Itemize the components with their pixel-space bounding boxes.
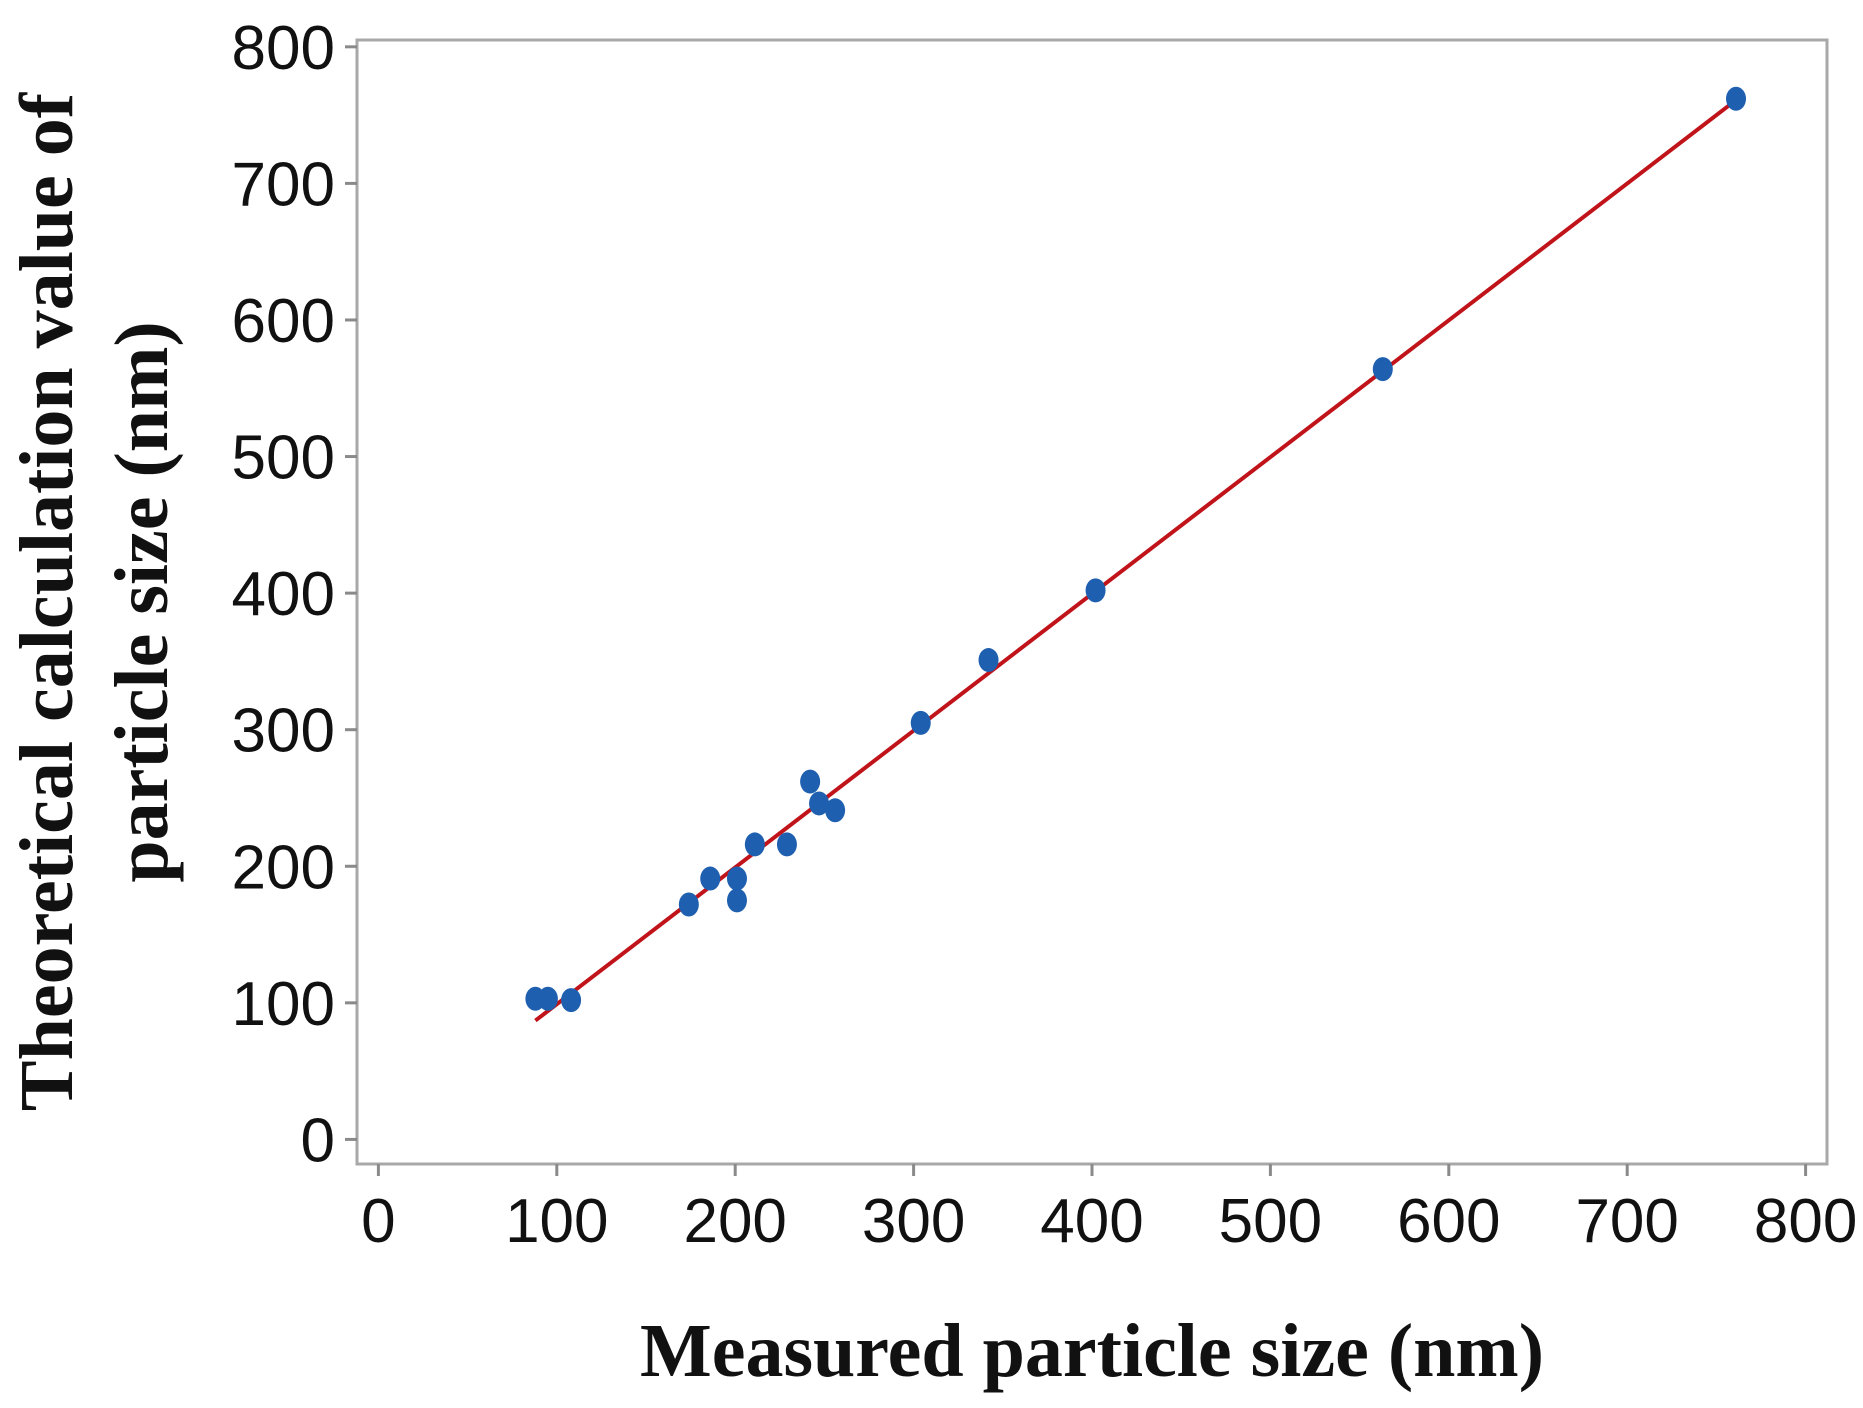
x-tick-label: 600: [1397, 1187, 1500, 1256]
x-axis-title: Measured particle size (nm): [640, 1309, 1544, 1393]
data-point: [825, 798, 846, 823]
y-tick-label: 500: [232, 424, 335, 493]
x-tick-label: 200: [683, 1187, 786, 1256]
x-tick-label: 500: [1219, 1187, 1322, 1256]
y-tick-label: 600: [232, 287, 335, 356]
data-point: [776, 832, 797, 857]
y-axis-title-line1: Theoretical calculation value of: [5, 91, 89, 1111]
data-point: [700, 866, 721, 891]
x-tick-label: 300: [862, 1187, 965, 1256]
y-tick-label: 300: [232, 697, 335, 766]
x-axis: 0 100 200 300 400 500 600 700 800: [361, 1164, 1857, 1256]
data-point: [561, 988, 582, 1013]
y-axis-title-line2: particle size (nm): [100, 321, 184, 882]
y-axis-title: Theoretical calculation value of particl…: [5, 91, 184, 1111]
data-point: [678, 892, 699, 917]
y-tick-label: 700: [232, 150, 335, 219]
data-points-layer: [525, 86, 1747, 1013]
y-tick-label: 800: [232, 14, 335, 83]
y-axis: 0 100 200 300 400 500 600 700 800: [232, 14, 357, 1175]
y-tick-label: 400: [232, 560, 335, 629]
data-point: [910, 710, 931, 735]
x-tick-label: 400: [1040, 1187, 1143, 1256]
y-tick-label: 0: [301, 1106, 335, 1175]
data-point: [1085, 578, 1106, 603]
data-point: [726, 888, 747, 913]
data-point: [1372, 357, 1393, 382]
data-point: [1726, 86, 1747, 111]
data-point: [726, 866, 747, 891]
y-tick-label: 200: [232, 833, 335, 902]
x-tick-label: 0: [361, 1187, 395, 1256]
data-point: [978, 648, 999, 673]
y-tick-label: 100: [232, 970, 335, 1039]
x-tick-label: 700: [1575, 1187, 1678, 1256]
x-tick-label: 800: [1754, 1187, 1857, 1256]
data-point: [800, 769, 821, 794]
data-point: [809, 791, 830, 816]
data-point: [744, 832, 765, 857]
x-tick-label: 100: [505, 1187, 608, 1256]
data-point: [537, 986, 558, 1011]
